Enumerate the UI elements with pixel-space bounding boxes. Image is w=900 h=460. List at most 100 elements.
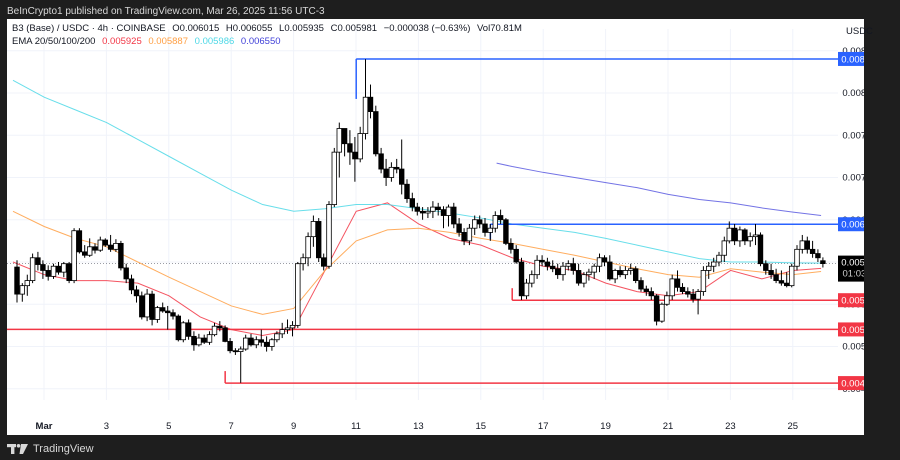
candle [123,263,129,284]
chart-frame[interactable] [7,19,864,435]
candle [66,262,72,284]
candle [258,329,264,347]
candle [581,272,587,288]
candle [295,262,301,328]
candle [757,232,764,267]
level-price-label: 0.005202 [841,325,881,336]
y-axis-label: 0.005000 [842,342,882,353]
tradingview-logo-icon [7,444,28,454]
candle [14,260,20,303]
candle [35,251,41,271]
candle [591,263,597,279]
candle [513,245,519,264]
candle [788,263,795,288]
candle [29,253,36,284]
candle [128,274,135,295]
candle [300,253,306,271]
candle [529,270,535,288]
publish-info: BeInCrypto1 published on TradingView.com… [0,0,900,19]
candle [336,122,342,178]
candle [794,245,800,271]
candle [482,218,488,237]
candle [752,223,759,246]
candle [133,285,140,303]
low-value: L0.005935 [279,23,324,34]
countdown-label: 01:03:02 [843,269,880,280]
level-price-label: 0.008403 [841,54,881,65]
candle [612,268,618,284]
candle [799,234,806,254]
candle [326,201,332,269]
symbol-label[interactable]: B3 (Base) / USDC · 4h · COINBASE [12,23,166,34]
tradingview-brand: TradingView [33,443,94,455]
candle [310,215,317,247]
candle [211,322,218,337]
y-axis-label: 0.007500 [842,130,882,141]
candle [575,263,582,286]
candle [139,291,145,320]
x-axis-label: 13 [413,421,424,432]
currency-label[interactable]: USDC [846,26,873,37]
candle [201,334,207,344]
close-value: C0.005981 [330,23,378,34]
candle [419,207,426,220]
candle [451,202,457,229]
candle [24,274,30,296]
candle [550,260,556,273]
ema50-value: 0.005887 [148,36,188,47]
x-axis-label: 17 [538,421,549,432]
candle [544,257,551,271]
right-border [864,19,900,460]
candle [461,228,467,246]
ohlc-row: B3 (Base) / USDC · 4h · COINBASE O0.0060… [12,22,526,35]
candle [347,130,353,165]
candle [242,334,249,351]
ema-label[interactable]: EMA 20/50/100/200 [12,36,96,47]
candle [274,331,280,343]
candle [279,322,285,339]
candle [497,209,504,224]
candle [86,238,93,257]
x-axis-label: 9 [291,421,296,432]
candle [398,139,405,195]
candle [607,255,613,281]
candle [554,263,561,279]
candle [815,249,821,262]
candle [435,202,441,216]
ema-line [12,79,822,264]
candle [466,223,473,246]
y-axis-label: 0.007000 [842,173,882,184]
candle [456,218,462,237]
chart-legend: B3 (Base) / USDC · 4h · COINBASE O0.0060… [12,22,526,48]
x-axis-label: 25 [788,421,799,432]
x-axis-label: 15 [476,421,487,432]
candle [76,228,83,254]
candle [97,236,104,252]
candle [222,325,228,343]
candle [232,348,239,355]
candle [113,239,119,252]
candle [45,265,51,281]
candle [586,268,592,281]
candle [820,257,826,268]
candle [409,192,416,212]
x-axis-label: 5 [166,421,171,432]
candle [721,236,728,262]
candle [118,240,124,271]
candle [289,321,296,337]
candle [206,331,213,345]
candle [622,266,629,279]
candle [92,243,98,254]
tradingview-logo[interactable]: TradingView [7,443,94,455]
candle [331,147,338,208]
candle [737,226,743,247]
candle [534,255,540,279]
candle [742,228,748,246]
candle [352,136,358,182]
open-value: O0.006015 [172,23,220,34]
candle [269,338,275,351]
candle [160,302,166,313]
candle [659,302,665,323]
candle [695,289,701,315]
